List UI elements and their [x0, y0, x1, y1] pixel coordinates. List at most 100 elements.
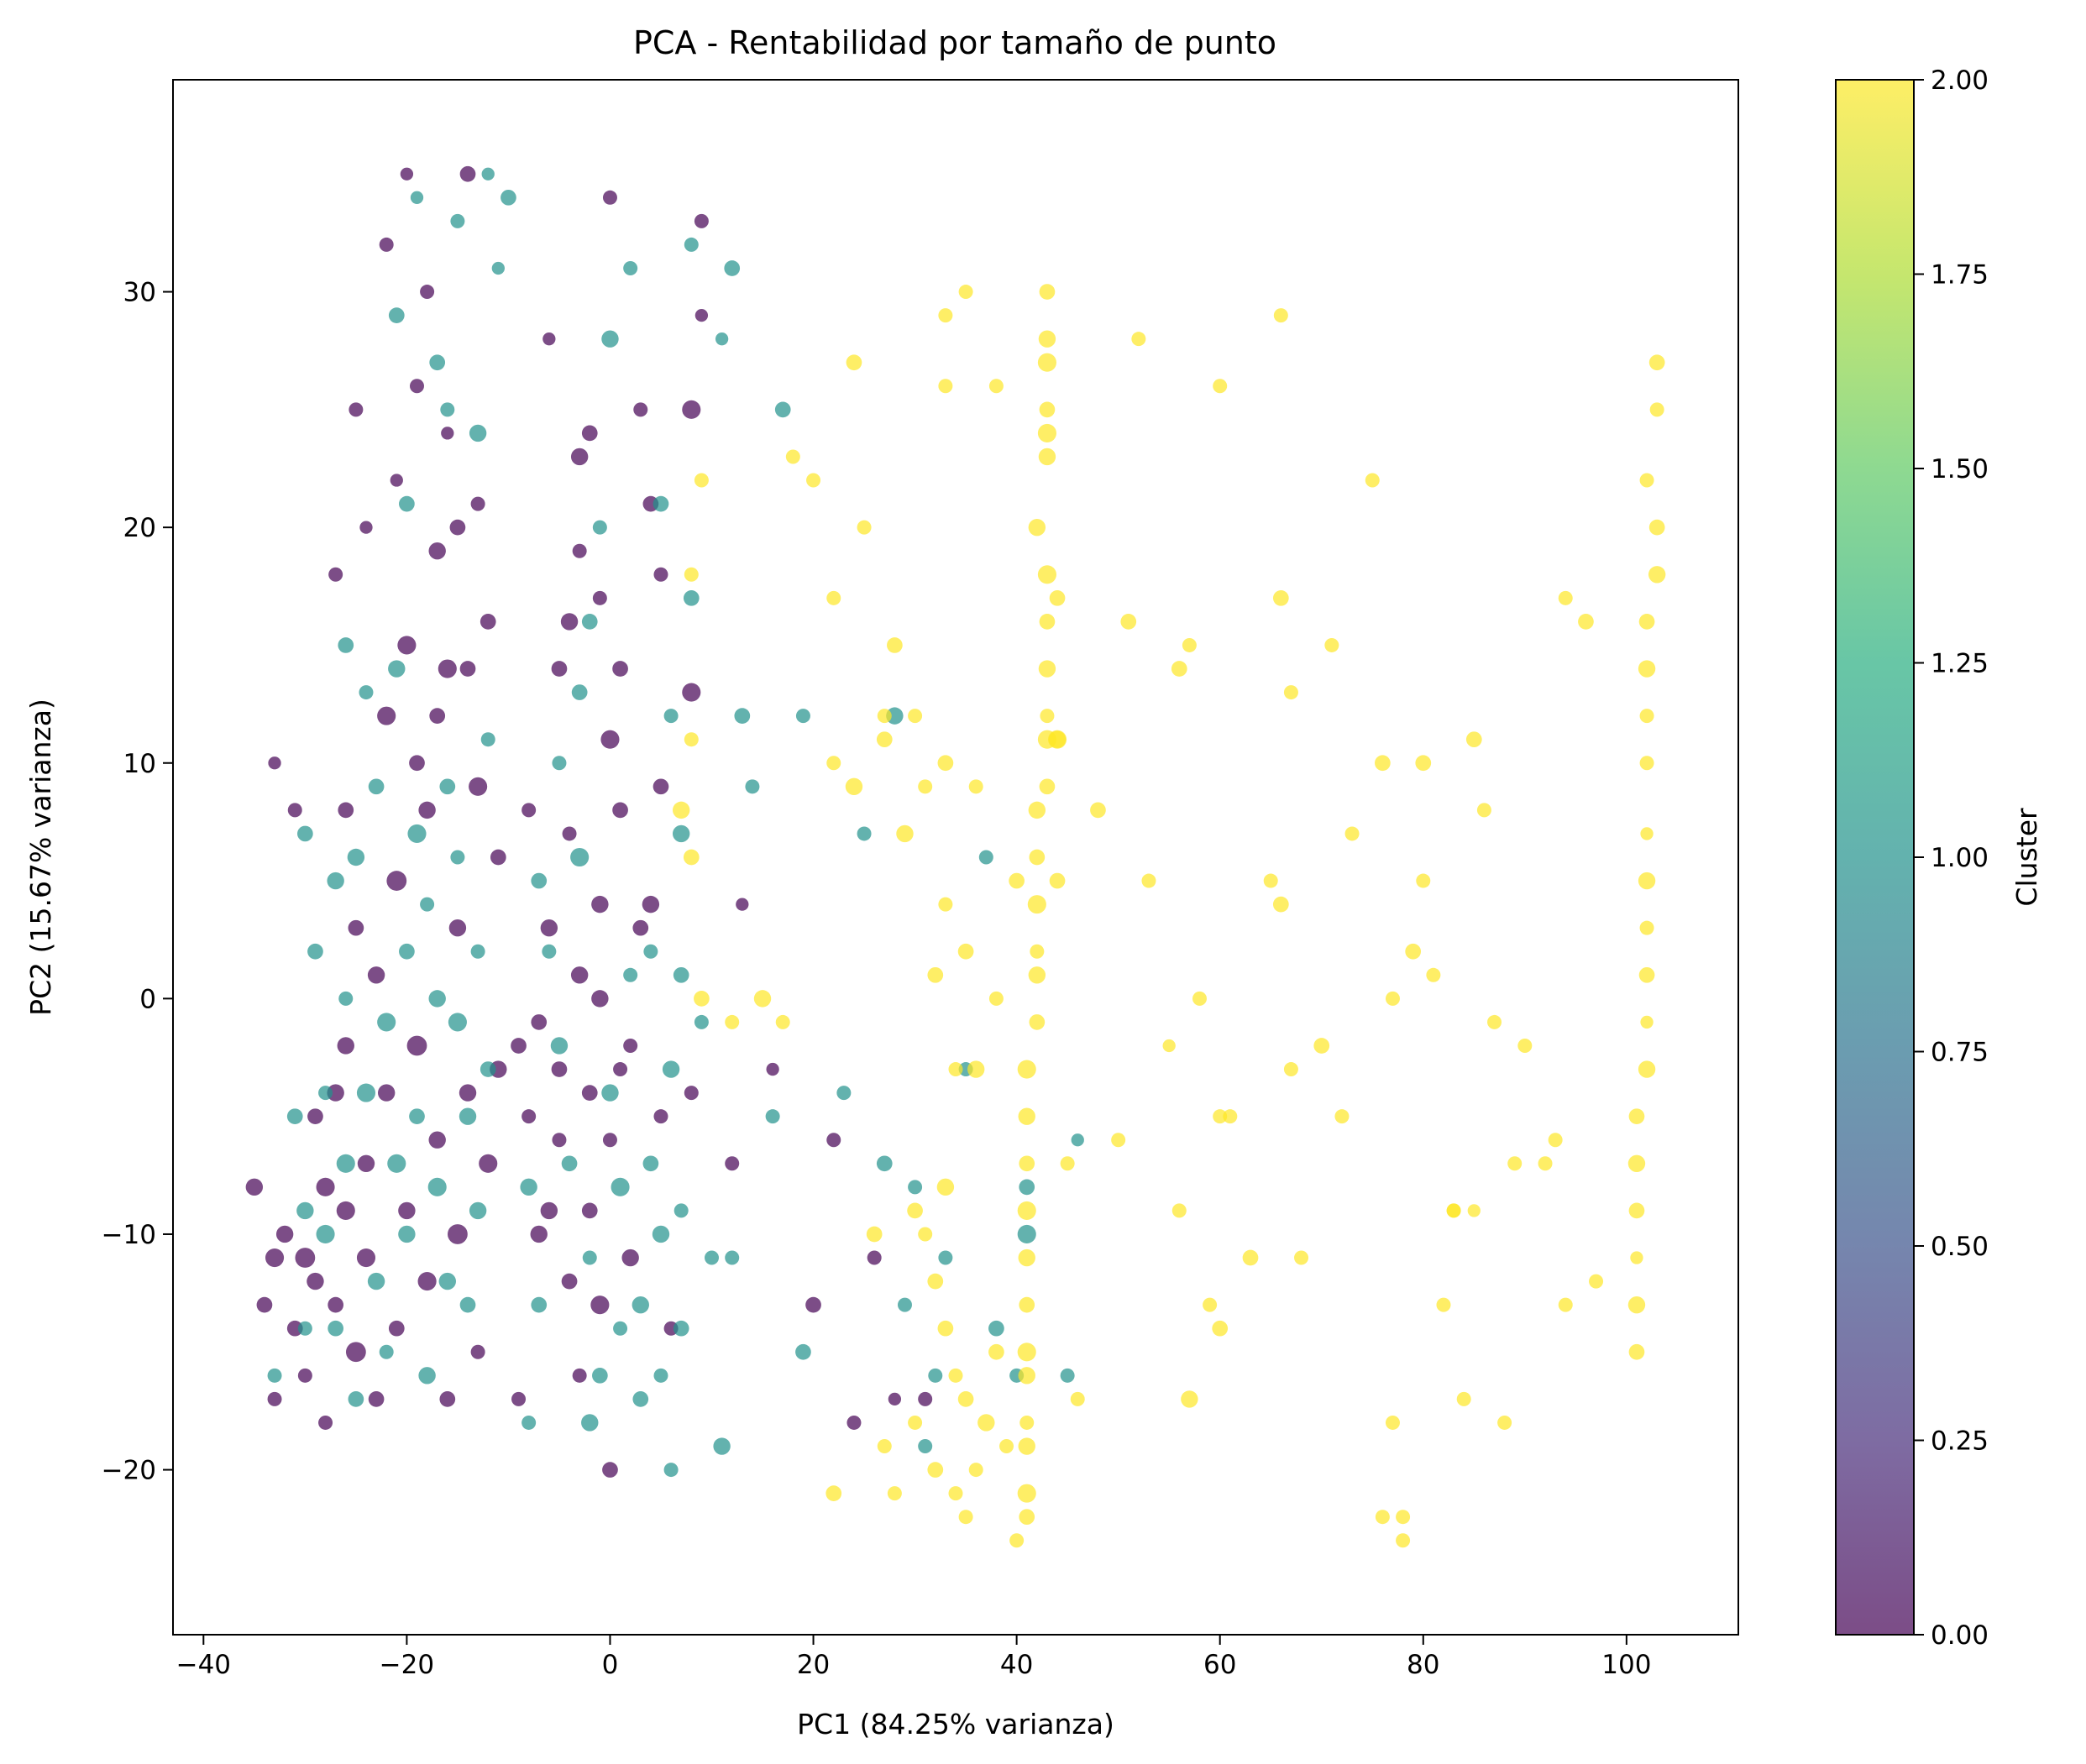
scatter-point — [438, 659, 457, 678]
scatter-point — [694, 308, 709, 322]
scatter-point — [318, 1086, 333, 1101]
scatter-point — [1313, 1038, 1330, 1054]
scatter-point — [552, 1133, 567, 1148]
scatter-point — [694, 991, 710, 1007]
scatter-point — [399, 943, 415, 960]
scatter-point — [795, 1343, 811, 1360]
y-tick-label: −20 — [102, 1456, 156, 1486]
scatter-point — [621, 1248, 639, 1267]
scatter-point — [379, 1344, 394, 1359]
scatter-point — [846, 354, 862, 371]
scatter-point — [1181, 1390, 1198, 1408]
scatter-point — [745, 779, 760, 794]
scatter-point — [927, 1462, 944, 1478]
scatter-point — [1627, 1296, 1646, 1314]
scatter-point — [550, 1037, 569, 1055]
scatter-point — [1648, 566, 1666, 584]
scatter-point — [345, 1342, 366, 1363]
scatter-point — [938, 379, 953, 394]
scatter-point — [591, 990, 609, 1008]
scatter-point — [409, 755, 425, 772]
scatter-point — [459, 1084, 477, 1102]
scatter-point — [480, 1061, 496, 1077]
scatter-point — [826, 590, 841, 605]
scatter-point — [348, 919, 364, 936]
scatter-point — [652, 1225, 670, 1243]
scatter-point — [1162, 1039, 1176, 1053]
scatter-point — [1017, 1060, 1036, 1079]
scatter-point — [357, 1154, 375, 1172]
scatter-point — [388, 660, 406, 678]
scatter-point — [1028, 966, 1046, 984]
scatter-point — [887, 1486, 902, 1501]
scatter-point — [662, 1060, 680, 1078]
scatter-point — [428, 542, 446, 560]
scatter-point — [316, 1177, 335, 1196]
scatter-point — [672, 824, 690, 843]
scatter-point — [522, 1415, 537, 1430]
scatter-point — [439, 1391, 456, 1407]
scatter-point — [428, 1131, 446, 1149]
scatter-point — [398, 1225, 416, 1243]
scatter-point — [1648, 354, 1665, 371]
scatter-point — [470, 944, 485, 959]
scatter-point — [673, 1203, 689, 1218]
scatter-point — [623, 260, 638, 275]
scatter-point — [877, 1439, 892, 1454]
scatter-point — [377, 1013, 396, 1032]
scatter-point — [1019, 1415, 1035, 1430]
scatter-point — [806, 473, 821, 488]
scatter-point — [908, 1180, 923, 1195]
scatter-point — [338, 802, 354, 819]
scatter-point — [1009, 872, 1025, 889]
scatter-point — [327, 872, 344, 890]
scatter-point — [1273, 308, 1288, 323]
scatter-point — [297, 1321, 312, 1336]
scatter-point — [542, 332, 556, 346]
scatter-point — [684, 732, 699, 747]
scatter-point — [420, 285, 435, 300]
scatter-point — [1182, 637, 1197, 652]
scatter-point — [1558, 590, 1573, 605]
scatter-point — [1628, 1108, 1645, 1125]
scatter-point — [561, 1155, 578, 1172]
scatter-point — [522, 803, 537, 818]
scatter-point — [570, 847, 590, 867]
scatter-point — [1019, 1155, 1035, 1172]
scatter-point — [867, 1250, 882, 1265]
scatter-point — [1017, 1224, 1036, 1244]
scatter-point — [1213, 1109, 1228, 1124]
scatter-point — [520, 1178, 537, 1196]
scatter-point — [642, 1155, 659, 1172]
scatter-point — [918, 1391, 933, 1406]
scatter-point — [1272, 589, 1289, 606]
scatter-point — [417, 1272, 437, 1291]
x-tick-label: 0 — [602, 1650, 619, 1680]
scatter-point — [753, 990, 772, 1008]
scatter-point — [642, 895, 660, 913]
scatter-point — [1039, 778, 1056, 795]
x-tick-label: 100 — [1601, 1650, 1651, 1680]
scatter-point — [490, 849, 506, 866]
scatter-point — [845, 777, 863, 796]
scatter-point — [1283, 685, 1298, 700]
scatter-point — [1638, 660, 1656, 678]
scatter-point — [429, 354, 446, 371]
scatter-point — [592, 1367, 608, 1384]
scatter-point — [1018, 1107, 1035, 1125]
scatter-point — [1029, 1014, 1046, 1030]
scatter-point — [826, 756, 841, 771]
scatter-point — [937, 755, 954, 772]
y-axis-ticks: −20 −10 0 10 20 30 — [102, 278, 173, 1486]
scatter-point — [427, 1177, 447, 1196]
colorbar-ticks: 0.00 0.25 0.50 0.75 1.00 1.25 1.50 1.75 2.00 — [1914, 65, 1989, 1651]
scatter-point — [377, 1084, 396, 1102]
scatter-point — [876, 1155, 893, 1172]
scatter-point — [896, 824, 914, 843]
scatter-point — [570, 448, 589, 466]
x-tick-label: −20 — [380, 1650, 434, 1680]
scatter-point — [418, 801, 436, 819]
scatter-point — [653, 567, 668, 582]
scatter-point — [551, 1061, 568, 1077]
scatter-point — [632, 919, 649, 936]
